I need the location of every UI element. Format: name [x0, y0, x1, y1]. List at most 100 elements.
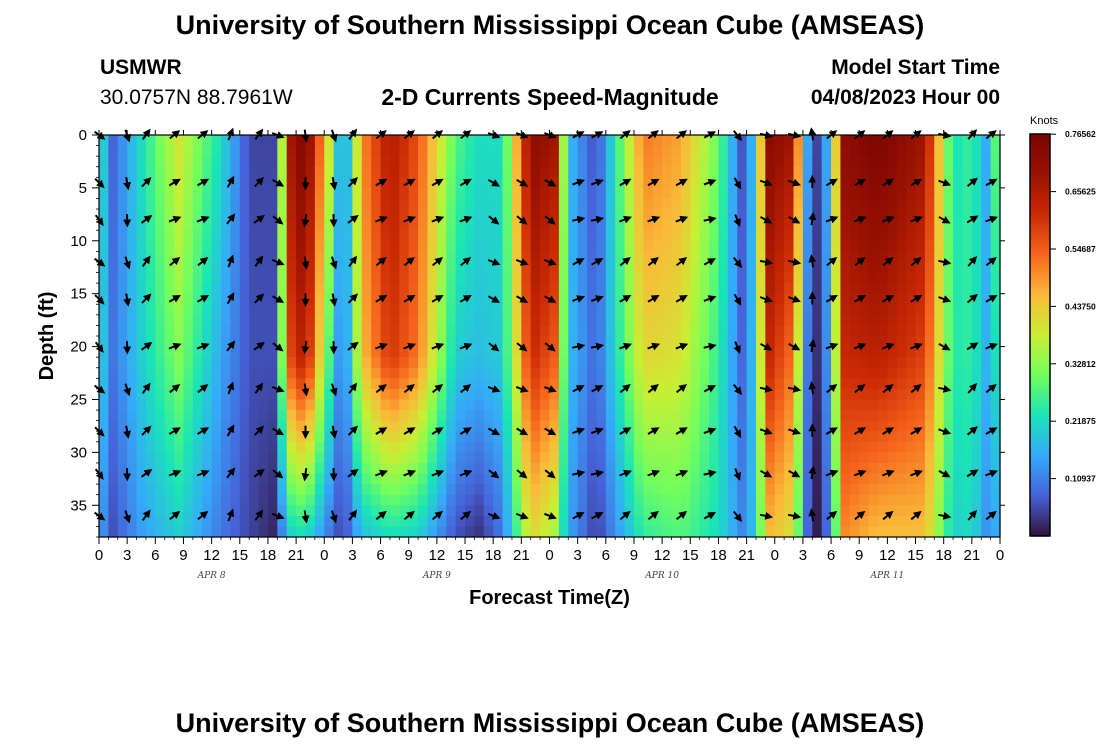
heat-cell: [690, 494, 701, 506]
heat-cell: [577, 304, 588, 316]
heat-cell: [192, 135, 203, 147]
heat-cell: [887, 293, 898, 305]
heat-cell: [493, 452, 504, 464]
heat-cell: [755, 346, 766, 358]
heat-cell: [164, 166, 175, 178]
heat-cell: [145, 230, 156, 242]
heat-cell: [164, 378, 175, 390]
heat-cell: [361, 272, 372, 284]
heat-cell: [380, 272, 391, 284]
heat-cell: [164, 293, 175, 305]
heat-cell: [521, 431, 532, 443]
heat-cell: [183, 431, 194, 443]
heat-cell: [314, 420, 325, 432]
heat-cell: [427, 166, 438, 178]
heat-cell: [605, 346, 616, 358]
heat-cell: [483, 219, 494, 231]
heat-cell: [746, 410, 757, 422]
heat-cell: [399, 410, 410, 422]
current-vector-arrow: [516, 179, 529, 187]
heat-cell: [718, 357, 729, 369]
heat-cell: [521, 410, 532, 422]
current-vector-arrow: [825, 342, 839, 351]
heat-cell: [436, 156, 447, 168]
heat-cell: [943, 251, 954, 263]
heat-cell: [934, 187, 945, 200]
current-vector-arrow: [938, 511, 952, 520]
heat-cell: [333, 293, 344, 305]
heat-cell: [802, 198, 813, 210]
heat-cell: [746, 388, 757, 401]
heat-cell: [511, 441, 522, 453]
heat-cell: [427, 431, 438, 443]
heat-cell: [896, 219, 907, 231]
y-tick-label: 5: [79, 180, 87, 197]
heat-cell: [859, 473, 870, 485]
heat-cell: [877, 452, 888, 464]
heat-cell: [389, 388, 400, 401]
heat-cell: [624, 473, 635, 485]
heat-cell: [324, 187, 335, 200]
heat-cell: [643, 441, 654, 453]
heat-cell: [906, 378, 917, 390]
heat-cell: [333, 441, 344, 453]
heat-cell: [943, 135, 954, 147]
heat-cell: [587, 410, 598, 422]
current-vector-arrow: [348, 255, 358, 267]
x-tick-label: 9: [855, 547, 863, 564]
heat-cell: [371, 388, 382, 401]
heat-cell: [408, 240, 419, 252]
heat-cell: [831, 367, 842, 379]
heat-cell: [887, 410, 898, 422]
heat-cell: [530, 420, 541, 432]
heat-cell: [483, 325, 494, 337]
heat-cell: [821, 420, 832, 432]
heat-cell: [521, 420, 532, 432]
heat-cell: [802, 357, 813, 369]
heat-cell: [615, 187, 626, 200]
heat-cell: [906, 156, 917, 168]
heat-cell: [455, 251, 466, 263]
heat-cell: [380, 526, 391, 538]
heat-cell: [690, 304, 701, 316]
heat-cell: [680, 410, 691, 422]
heat-cell: [709, 187, 720, 200]
heat-cell: [793, 156, 804, 168]
x-tick-label: 0: [95, 547, 103, 564]
heat-cell: [971, 209, 982, 221]
heat-cell: [615, 261, 626, 274]
heat-cell: [389, 420, 400, 432]
heat-cell: [859, 325, 870, 337]
heat-cell: [680, 135, 691, 147]
heat-cell: [493, 367, 504, 379]
heat-cell: [474, 431, 485, 443]
heat-cell: [192, 515, 203, 528]
heat-cell: [511, 484, 522, 496]
heat-cell: [943, 388, 954, 401]
heat-cell: [906, 462, 917, 475]
heat-cell: [784, 336, 795, 348]
heat-cell: [652, 431, 663, 443]
current-vector-arrow: [403, 384, 415, 394]
heat-cell: [943, 494, 954, 506]
heat-cell: [117, 346, 128, 358]
current-vector-arrow: [271, 258, 285, 266]
heat-cell: [680, 261, 691, 274]
heat-cell: [924, 410, 935, 422]
heat-cell: [155, 135, 166, 147]
heat-cell: [465, 272, 476, 284]
heat-cell: [859, 336, 870, 348]
heat-cell: [737, 357, 748, 369]
heat-cell: [990, 494, 1001, 506]
heat-cell: [540, 378, 551, 390]
heat-cell: [267, 473, 278, 485]
heat-cell: [831, 505, 842, 517]
heat-cell: [784, 515, 795, 528]
heat-cell: [765, 515, 776, 528]
heat-cell: [868, 357, 879, 369]
heat-cell: [549, 526, 560, 538]
heat-cell: [352, 515, 363, 528]
heat-cell: [718, 441, 729, 453]
heat-cell: [174, 399, 185, 411]
heat-cell: [427, 135, 438, 147]
